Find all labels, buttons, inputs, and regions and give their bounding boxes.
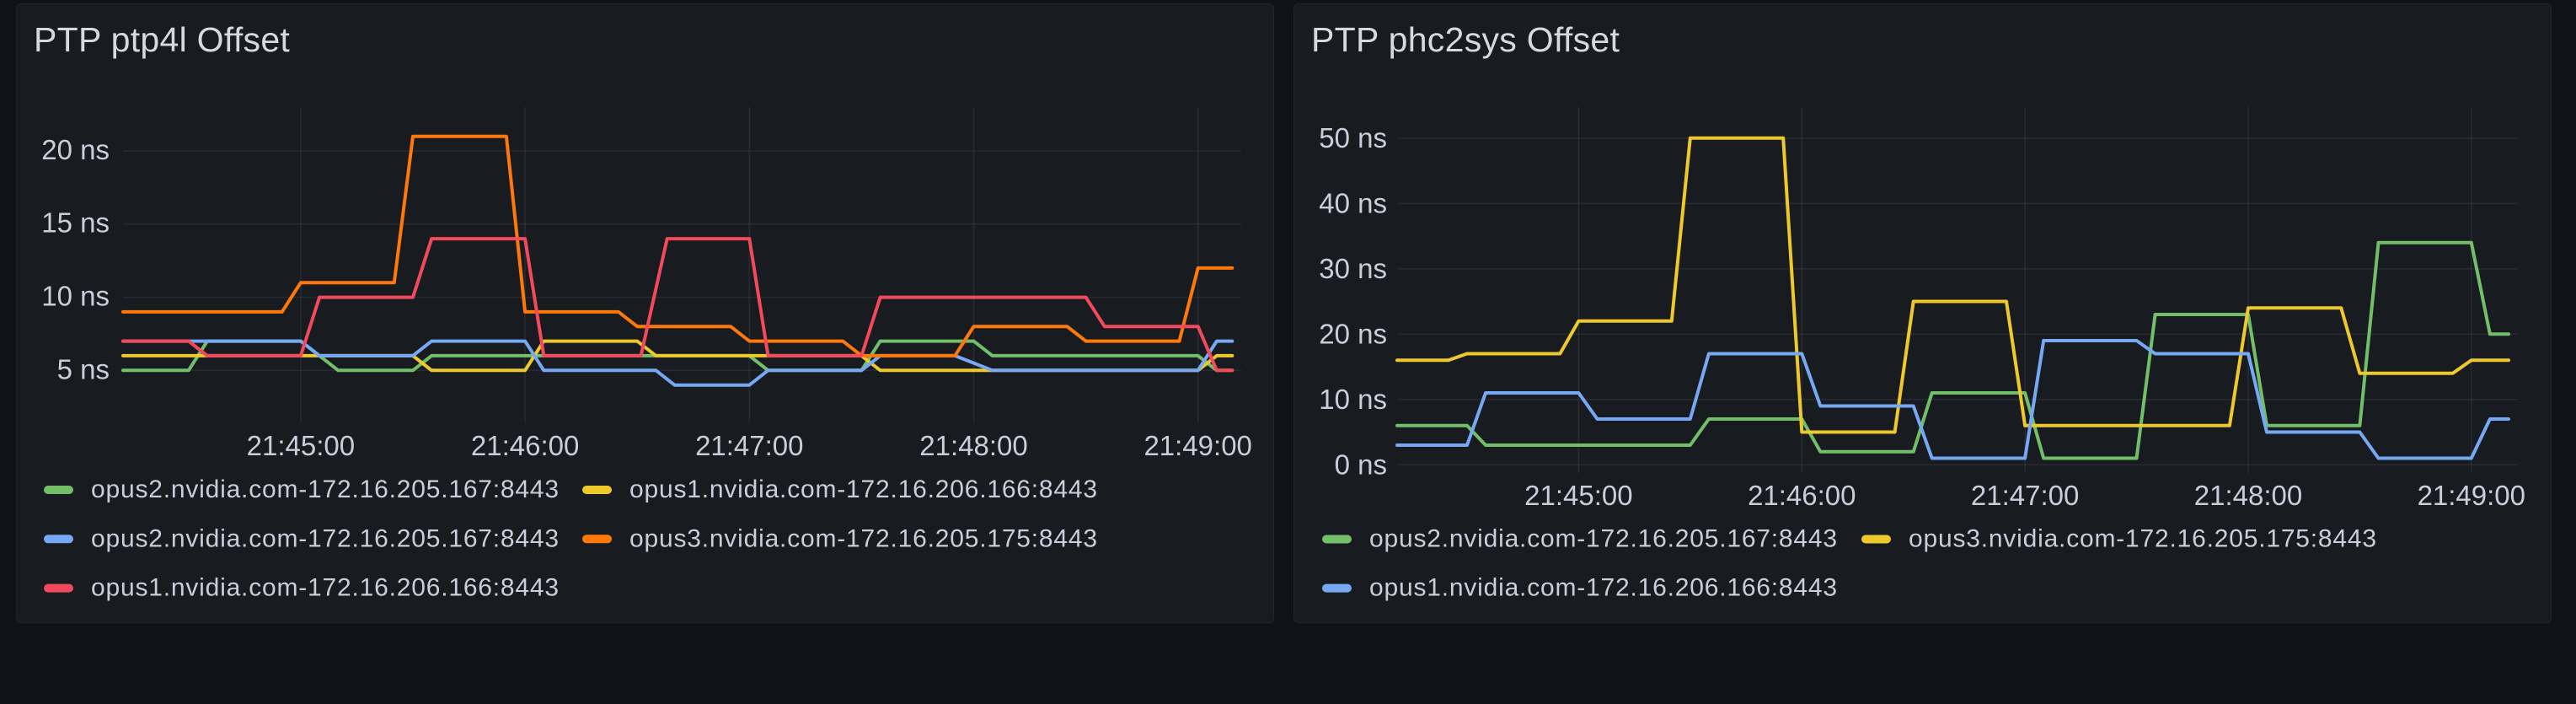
svg-text:10 ns: 10 ns bbox=[41, 281, 110, 312]
svg-text:opus2.nvidia.com-172.16.205.16: opus2.nvidia.com-172.16.205.167:8443 bbox=[91, 476, 560, 503]
svg-text:opus2.nvidia.com-172.16.205.16: opus2.nvidia.com-172.16.205.167:8443 bbox=[91, 524, 560, 552]
svg-text:10 ns: 10 ns bbox=[1319, 384, 1387, 415]
svg-text:50 ns: 50 ns bbox=[1319, 122, 1387, 153]
svg-text:5 ns: 5 ns bbox=[57, 353, 110, 384]
svg-text:21:45:00: 21:45:00 bbox=[247, 430, 355, 461]
svg-text:20 ns: 20 ns bbox=[1319, 319, 1387, 350]
svg-text:opus1.nvidia.com-172.16.206.16: opus1.nvidia.com-172.16.206.166:8443 bbox=[629, 476, 1098, 503]
svg-text:20 ns: 20 ns bbox=[41, 134, 110, 165]
svg-text:opus1.nvidia.com-172.16.206.16: opus1.nvidia.com-172.16.206.166:8443 bbox=[1369, 574, 1838, 602]
svg-text:21:49:00: 21:49:00 bbox=[1143, 430, 1251, 461]
svg-text:21:46:00: 21:46:00 bbox=[471, 430, 579, 461]
svg-text:opus2.nvidia.com-172.16.205.16: opus2.nvidia.com-172.16.205.167:8443 bbox=[1369, 525, 1838, 553]
svg-text:30 ns: 30 ns bbox=[1319, 253, 1387, 284]
svg-text:opus3.nvidia.com-172.16.205.17: opus3.nvidia.com-172.16.205.175:8443 bbox=[629, 524, 1098, 552]
svg-text:21:47:00: 21:47:00 bbox=[695, 430, 803, 461]
svg-text:opus1.nvidia.com-172.16.206.16: opus1.nvidia.com-172.16.206.166:8443 bbox=[91, 574, 560, 602]
svg-text:40 ns: 40 ns bbox=[1319, 188, 1387, 219]
svg-text:21:49:00: 21:49:00 bbox=[2418, 480, 2525, 511]
svg-text:0 ns: 0 ns bbox=[1335, 449, 1387, 481]
svg-text:21:48:00: 21:48:00 bbox=[2194, 480, 2302, 511]
svg-text:21:48:00: 21:48:00 bbox=[919, 430, 1027, 461]
svg-text:opus3.nvidia.com-172.16.205.17: opus3.nvidia.com-172.16.205.175:8443 bbox=[1909, 525, 2377, 553]
svg-text:21:46:00: 21:46:00 bbox=[1748, 480, 1856, 511]
svg-text:21:47:00: 21:47:00 bbox=[1971, 480, 2079, 511]
svg-text:15 ns: 15 ns bbox=[41, 207, 110, 239]
svg-text:21:45:00: 21:45:00 bbox=[1524, 480, 1632, 511]
